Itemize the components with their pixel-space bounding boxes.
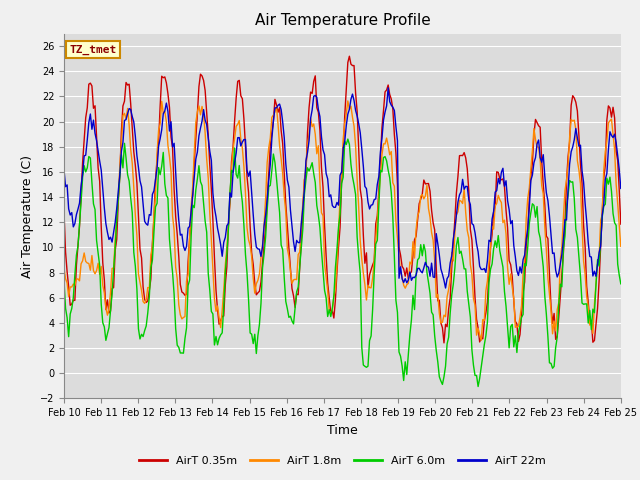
AirT 0.35m bbox=[303, 130, 311, 135]
Line: AirT 1.8m: AirT 1.8m bbox=[64, 101, 621, 340]
AirT 1.8m bbox=[344, 98, 351, 104]
AirT 22m bbox=[442, 285, 449, 291]
AirT 22m bbox=[589, 273, 596, 279]
AirT 0.35m bbox=[617, 221, 625, 227]
AirT 0.35m bbox=[244, 190, 252, 195]
Y-axis label: Air Temperature (C): Air Temperature (C) bbox=[21, 155, 35, 277]
AirT 6.0m bbox=[303, 165, 311, 171]
AirT 1.8m bbox=[254, 277, 262, 283]
AirT 1.8m bbox=[226, 198, 234, 204]
AirT 1.8m bbox=[617, 243, 625, 249]
AirT 6.0m bbox=[474, 384, 482, 389]
AirT 6.0m bbox=[244, 297, 252, 303]
AirT 22m bbox=[384, 85, 392, 91]
AirT 6.0m bbox=[129, 210, 136, 216]
AirT 1.8m bbox=[129, 160, 136, 166]
AirT 22m bbox=[226, 190, 234, 196]
Title: Air Temperature Profile: Air Temperature Profile bbox=[255, 13, 430, 28]
AirT 6.0m bbox=[589, 306, 596, 312]
AirT 1.8m bbox=[244, 237, 252, 243]
AirT 0.35m bbox=[129, 125, 136, 131]
Legend: AirT 0.35m, AirT 1.8m, AirT 6.0m, AirT 22m: AirT 0.35m, AirT 1.8m, AirT 6.0m, AirT 2… bbox=[134, 451, 550, 470]
AirT 0.35m bbox=[254, 290, 262, 296]
AirT 22m bbox=[60, 167, 68, 173]
AirT 1.8m bbox=[477, 337, 485, 343]
Line: AirT 22m: AirT 22m bbox=[64, 88, 621, 288]
AirT 22m bbox=[303, 150, 311, 156]
AirT 22m bbox=[254, 246, 262, 252]
AirT 6.0m bbox=[617, 281, 625, 287]
Line: AirT 0.35m: AirT 0.35m bbox=[64, 56, 621, 343]
AirT 1.8m bbox=[303, 143, 311, 149]
AirT 6.0m bbox=[60, 277, 68, 283]
AirT 22m bbox=[244, 173, 252, 179]
AirT 0.35m bbox=[589, 339, 596, 345]
AirT 0.35m bbox=[226, 200, 234, 205]
AirT 6.0m bbox=[254, 333, 262, 338]
AirT 6.0m bbox=[226, 190, 234, 196]
AirT 1.8m bbox=[589, 331, 596, 336]
Text: TZ_tmet: TZ_tmet bbox=[70, 45, 117, 55]
AirT 22m bbox=[617, 186, 625, 192]
AirT 22m bbox=[129, 114, 136, 120]
X-axis label: Time: Time bbox=[327, 424, 358, 437]
AirT 6.0m bbox=[344, 136, 351, 142]
Line: AirT 6.0m: AirT 6.0m bbox=[64, 139, 621, 386]
AirT 0.35m bbox=[346, 53, 353, 59]
AirT 1.8m bbox=[60, 265, 68, 271]
AirT 0.35m bbox=[60, 209, 68, 215]
AirT 0.35m bbox=[440, 340, 448, 346]
